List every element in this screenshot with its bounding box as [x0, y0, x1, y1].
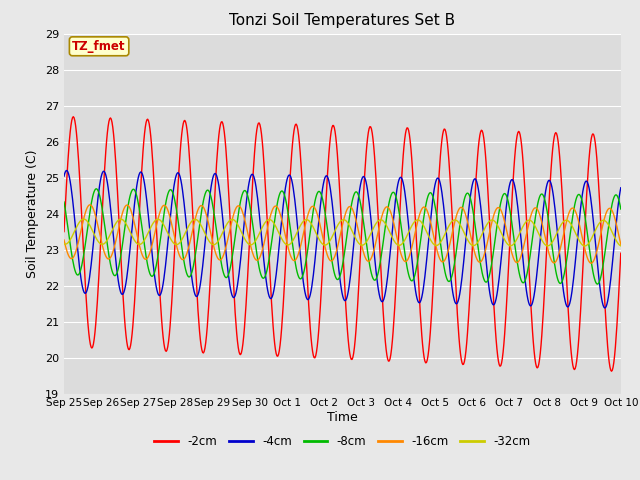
Legend: -2cm, -4cm, -8cm, -16cm, -32cm: -2cm, -4cm, -8cm, -16cm, -32cm — [150, 430, 535, 453]
X-axis label: Time: Time — [327, 411, 358, 424]
Text: TZ_fmet: TZ_fmet — [72, 40, 126, 53]
Title: Tonzi Soil Temperatures Set B: Tonzi Soil Temperatures Set B — [229, 13, 456, 28]
Y-axis label: Soil Temperature (C): Soil Temperature (C) — [26, 149, 39, 278]
